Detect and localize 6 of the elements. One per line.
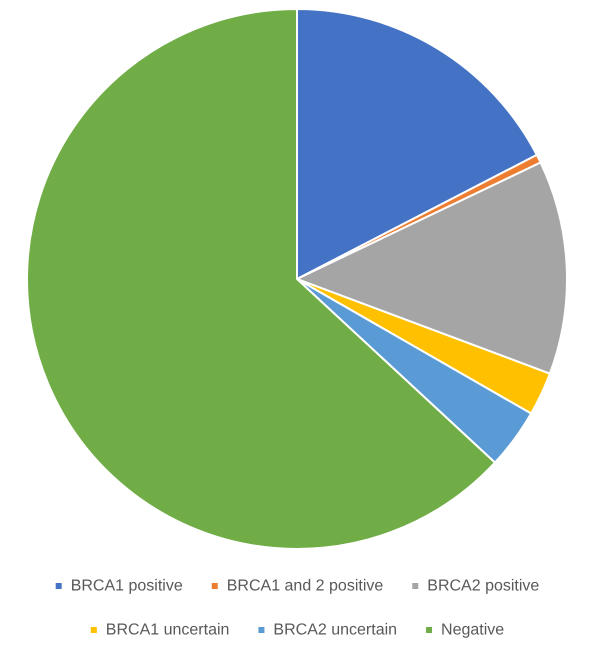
legend-label: BRCA1 positive [70,577,183,594]
legend-label: Negative [441,621,504,638]
legend-label: BRCA2 uncertain [273,621,398,638]
legend-label: BRCA1 uncertain [106,621,230,638]
legend-label: BRCA1 and 2 positive [226,577,384,594]
legend-label: BRCA2 positive [427,577,540,594]
